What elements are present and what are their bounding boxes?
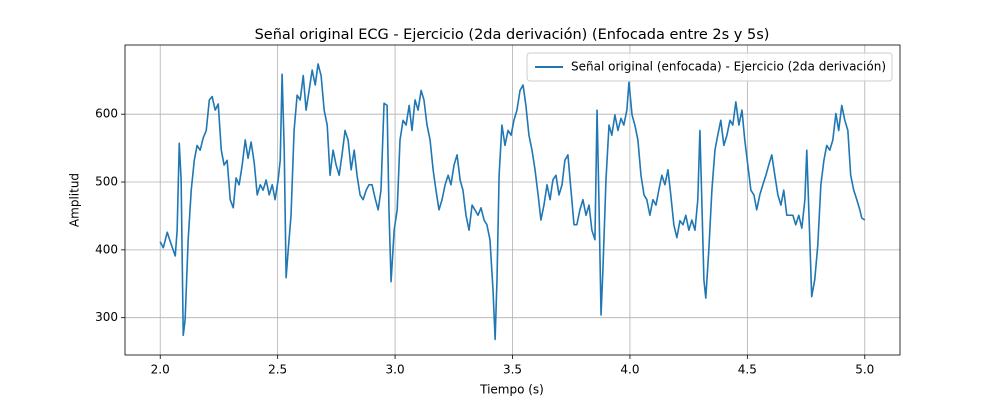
x-tick-label: 4.0: [620, 363, 639, 377]
x-tick-label: 3.5: [503, 363, 522, 377]
plot-frame: [124, 44, 901, 356]
chart-title: Señal original ECG - Ejercicio (2da deri…: [255, 27, 770, 43]
x-tick-label: 2.5: [268, 363, 287, 377]
y-tick-label: 400: [95, 242, 118, 256]
x-tick-label: 3.0: [386, 363, 405, 377]
x-tick-label: 5.0: [855, 363, 874, 377]
x-axis-label: Tiempo (s): [479, 383, 544, 397]
y-tick-label: 500: [95, 175, 118, 189]
y-tick-label: 300: [95, 310, 118, 324]
legend-box: [526, 52, 893, 82]
legend: Señal original (enfocada) - Ejercicio (2…: [526, 52, 893, 82]
y-axis-label: Amplitud: [68, 173, 82, 227]
legend-label: Señal original (enfocada) - Ejercicio (2…: [571, 60, 886, 74]
x-tick-label: 4.5: [738, 363, 757, 377]
x-tick-label: 2.0: [151, 363, 170, 377]
y-tick-label: 600: [95, 107, 118, 121]
data-line: [159, 63, 866, 341]
